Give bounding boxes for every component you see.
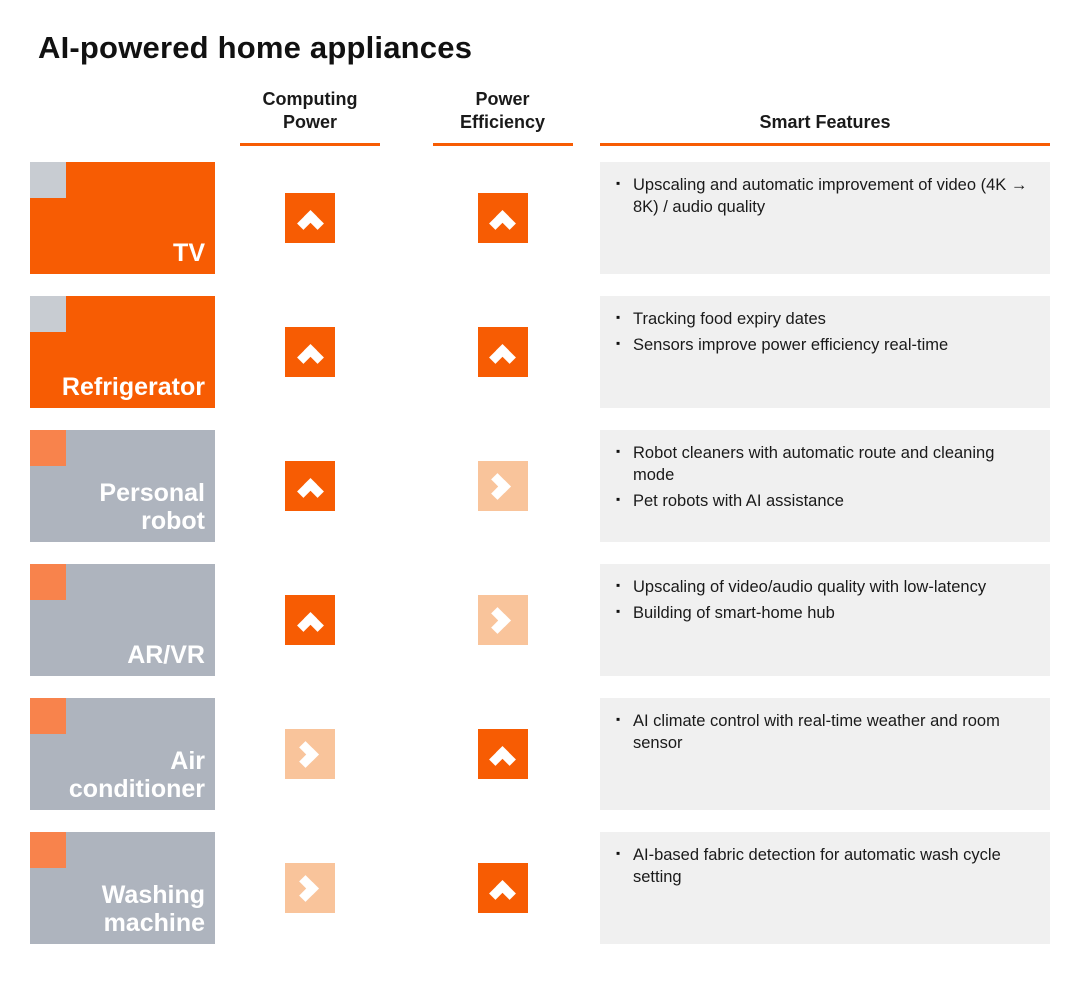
feature-item: Pet robots with AI assistance (616, 491, 1032, 513)
header-smart-features-label: Smart Features (759, 111, 891, 132)
appliance-box-tv: TV (30, 162, 215, 274)
appliance-label-tv: TV (173, 239, 205, 267)
arrow-right-icon (285, 863, 335, 913)
arrow-up-icon (477, 193, 528, 243)
appliance-box-ar-vr: AR/VR (30, 564, 215, 676)
chevron-icon (489, 209, 516, 237)
computing-power-cell (215, 832, 405, 944)
computing-power-cell (215, 162, 405, 274)
arrow-right-icon (285, 729, 335, 779)
arrow-up-icon (285, 595, 335, 645)
header-computing-power: Computing Power (215, 88, 405, 146)
corner-accent-square (30, 698, 66, 734)
appliance-label-personal-robot: Personal robot (99, 479, 205, 535)
feature-item: Sensors improve power efficiency real-ti… (616, 335, 1032, 357)
features-box-washing-machine: AI-based fabric detection for automatic … (600, 832, 1050, 944)
corner-accent-square (30, 162, 66, 198)
computing-power-cell (215, 564, 405, 676)
header-smart-features: Smart Features (600, 111, 1050, 146)
appliance-box-refrigerator: Refrigerator (30, 296, 215, 408)
arrow-right-icon (477, 461, 528, 511)
corner-accent-square (30, 430, 66, 466)
feature-item: Robot cleaners with automatic route and … (616, 443, 1032, 487)
power-efficiency-cell (405, 698, 600, 810)
features-box-air-conditioner: AI climate control with real-time weathe… (600, 698, 1050, 810)
table-header: Computing Power Power Efficiency Smart F… (30, 88, 1050, 146)
computing-power-cell (215, 698, 405, 810)
power-efficiency-cell (405, 162, 600, 274)
header-underline (240, 143, 380, 146)
chevron-icon (296, 611, 324, 639)
appliance-box-personal-robot: Personal robot (30, 430, 215, 542)
arrow-up-icon (477, 327, 528, 377)
appliance-box-washing-machine: Washing machine (30, 832, 215, 944)
chevron-icon (489, 879, 516, 907)
table-body: TV Upscaling and automatic improvement o… (30, 162, 1050, 944)
features-box-ar-vr: Upscaling of video/audio quality with lo… (600, 564, 1050, 676)
features-box-refrigerator: Tracking food expiry dates Sensors impro… (600, 296, 1050, 408)
chevron-icon (296, 209, 324, 237)
power-efficiency-cell (405, 564, 600, 676)
feature-item: Upscaling and automatic improvement of v… (616, 175, 1032, 219)
power-efficiency-cell (405, 430, 600, 542)
arrow-up-icon (285, 193, 335, 243)
power-efficiency-cell (405, 296, 600, 408)
chevron-icon (484, 606, 511, 634)
appliance-label-air-conditioner: Air conditioner (68, 747, 205, 803)
corner-accent-square (30, 564, 66, 600)
feature-item: AI climate control with real-time weathe… (616, 711, 1032, 755)
feature-item: Building of smart-home hub (616, 603, 1032, 625)
feature-item: AI-based fabric detection for automatic … (616, 845, 1032, 889)
feature-item: Upscaling of video/audio quality with lo… (616, 577, 1032, 599)
arrow-right-icon (477, 595, 528, 645)
chevron-icon (291, 740, 319, 768)
computing-power-cell (215, 430, 405, 542)
chevron-icon (291, 874, 319, 902)
chevron-icon (484, 472, 511, 500)
chevron-icon (489, 343, 516, 371)
header-underline (600, 143, 1050, 146)
header-power-efficiency-label: Power Efficiency (459, 89, 546, 132)
appliance-label-ar-vr: AR/VR (127, 641, 205, 669)
appliance-label-refrigerator: Refrigerator (61, 373, 205, 401)
appliance-box-air-conditioner: Air conditioner (30, 698, 215, 810)
chevron-icon (296, 343, 324, 371)
features-box-personal-robot: Robot cleaners with automatic route and … (600, 430, 1050, 542)
arrow-up-icon (477, 729, 528, 779)
feature-item: Tracking food expiry dates (616, 309, 1032, 331)
chevron-icon (296, 477, 324, 505)
computing-power-cell (215, 296, 405, 408)
page-title: AI-powered home appliances (38, 30, 473, 65)
arrow-up-icon (285, 327, 335, 377)
header-power-efficiency: Power Efficiency (405, 88, 600, 146)
arrow-up-icon (477, 863, 528, 913)
appliance-label-washing-machine: Washing machine (101, 881, 205, 937)
arrow-up-icon (285, 461, 335, 511)
features-box-tv: Upscaling and automatic improvement of v… (600, 162, 1050, 274)
corner-accent-square (30, 832, 66, 868)
header-computing-power-label: Computing Power (262, 89, 358, 132)
power-efficiency-cell (405, 832, 600, 944)
chevron-icon (489, 745, 516, 773)
header-underline (432, 143, 573, 146)
corner-accent-square (30, 296, 66, 332)
